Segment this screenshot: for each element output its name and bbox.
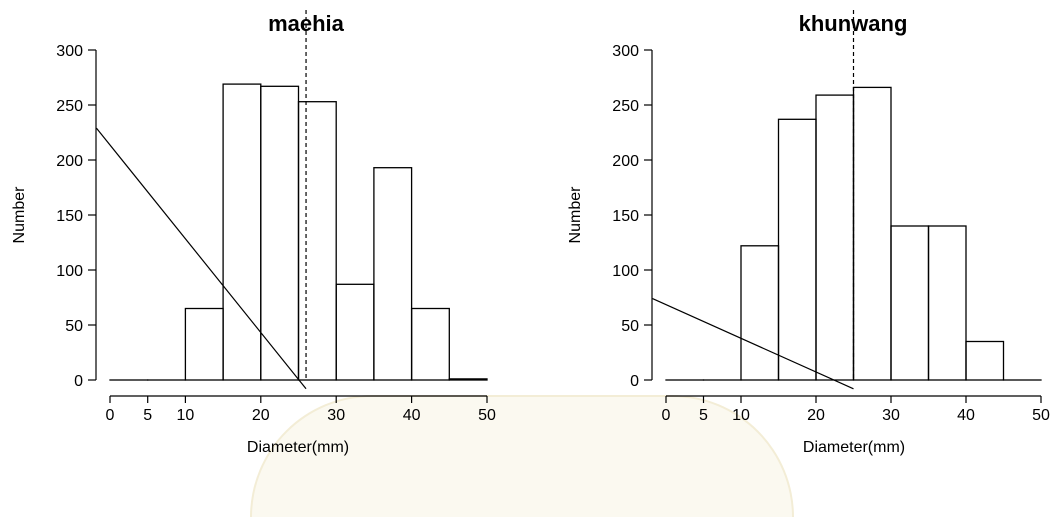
x-tick-label: 30 [882,407,900,424]
histogram-bar [374,168,412,380]
x-tick-label: 20 [252,407,270,424]
histogram-bar [261,86,299,380]
x-tick-label: 5 [143,407,152,424]
x-tick-label: 0 [662,407,671,424]
y-tick-label: 50 [65,318,83,335]
y-tick-label: 200 [56,153,83,170]
x-tick-label: 50 [1032,407,1050,424]
x-axis-label: Diameter(mm) [247,439,349,456]
y-tick-label: 150 [56,208,83,225]
x-tick-label: 50 [478,407,496,424]
y-tick-label: 100 [612,263,639,280]
y-tick-label: 300 [56,43,83,60]
histogram-bar [779,119,817,380]
histogram-bar [185,309,223,381]
diagonal-line [96,128,306,389]
histogram-bar [966,342,1004,381]
x-tick-label: 20 [807,407,825,424]
y-axis-label: Number [567,186,584,244]
x-tick-label: 40 [403,407,421,424]
x-tick-label: 5 [699,407,708,424]
y-tick-label: 50 [621,318,639,335]
x-tick-label: 30 [327,407,345,424]
y-tick-label: 0 [630,373,639,390]
y-tick-label: 250 [56,98,83,115]
histogram-bar [741,246,779,380]
histogram-bar [816,95,854,380]
x-tick-label: 40 [957,407,975,424]
histogram-bar [336,284,374,380]
y-tick-label: 200 [612,153,639,170]
y-tick-label: 250 [612,98,639,115]
histogram-bar [449,379,487,380]
x-tick-label: 10 [177,407,195,424]
histogram-bar [929,226,967,380]
diagonal-line [653,299,854,389]
y-tick-label: 300 [612,43,639,60]
histogram-bar [854,87,892,380]
histogram-bar [412,309,450,381]
y-tick-label: 0 [74,373,83,390]
y-tick-label: 100 [56,263,83,280]
histogram-bar [891,226,929,380]
x-axis-label: Diameter(mm) [803,439,905,456]
y-axis-label: Number [11,186,28,244]
histogram-bar [223,84,261,380]
y-tick-label: 150 [612,208,639,225]
x-tick-label: 10 [732,407,750,424]
histogram-bar [299,102,337,380]
x-tick-label: 0 [106,407,115,424]
